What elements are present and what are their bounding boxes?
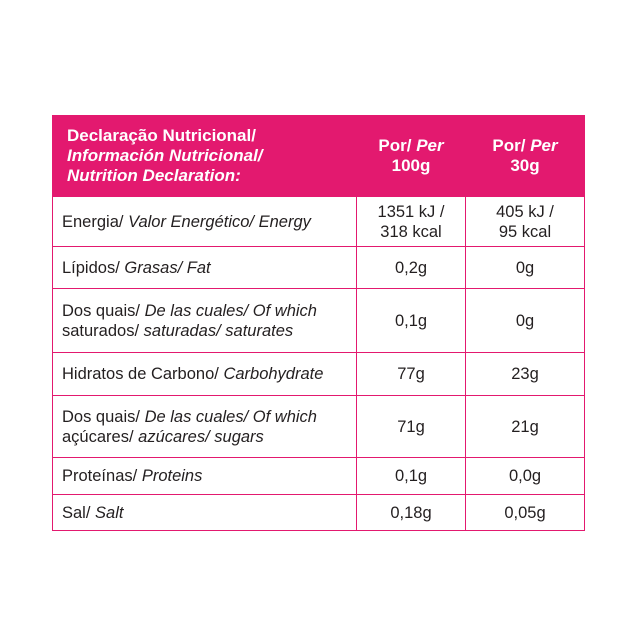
table-row-saturates: Dos quais/ De las cuales/ Of which satur… xyxy=(52,288,585,353)
row-label: Energia/ Valor Energético/ Energy xyxy=(52,196,357,247)
value-per-100g: 0,2g xyxy=(356,246,466,289)
title-en: Nutrition Declaration: xyxy=(67,166,241,185)
table-row-fat: Lípidos/ Grasas/ Fat 0,2g 0g xyxy=(52,246,585,289)
value-per-30g: 405 kJ /95 kcal xyxy=(465,196,585,247)
value-per-30g: 23g xyxy=(465,352,585,396)
value-per-30g: 0,05g xyxy=(465,494,585,531)
title-pt: Declaração Nutricional/ xyxy=(67,126,256,145)
column-header-30g: Por/ Per 30g xyxy=(465,115,585,197)
table-row-sugars: Dos quais/ De las cuales/ Of which açúca… xyxy=(52,395,585,458)
table-row-proteins: Proteínas/ Proteins 0,1g 0,0g xyxy=(52,457,585,495)
value-per-30g: 0,0g xyxy=(465,457,585,495)
column-header-100g: Por/ Per 100g xyxy=(356,115,466,197)
value-per-100g: 77g xyxy=(356,352,466,396)
row-label: Dos quais/ De las cuales/ Of which açúca… xyxy=(52,395,357,458)
value-per-30g: 21g xyxy=(465,395,585,458)
row-label: Hidratos de Carbono/ Carbohydrate xyxy=(52,352,357,396)
row-label: Sal/ Salt xyxy=(52,494,357,531)
table-row-energy: Energia/ Valor Energético/ Energy 1351 k… xyxy=(52,196,585,247)
row-label: Lípidos/ Grasas/ Fat xyxy=(52,246,357,289)
row-label: Dos quais/ De las cuales/ Of which satur… xyxy=(52,288,357,353)
value-per-100g: 0,1g xyxy=(356,457,466,495)
value-per-100g: 1351 kJ /318 kcal xyxy=(356,196,466,247)
value-per-100g: 0,18g xyxy=(356,494,466,531)
table-row-salt: Sal/ Salt 0,18g 0,05g xyxy=(52,494,585,531)
row-label: Proteínas/ Proteins xyxy=(52,457,357,495)
value-per-100g: 71g xyxy=(356,395,466,458)
nutrition-table: Declaração Nutricional/ Información Nutr… xyxy=(52,115,585,531)
value-per-30g: 0g xyxy=(465,288,585,353)
table-row-carbohydrate: Hidratos de Carbono/ Carbohydrate 77g 23… xyxy=(52,352,585,396)
value-per-100g: 0,1g xyxy=(356,288,466,353)
title-es: Información Nutricional/ xyxy=(67,146,263,165)
table-header-row: Declaração Nutricional/ Información Nutr… xyxy=(52,115,585,197)
table-title: Declaração Nutricional/ Información Nutr… xyxy=(52,115,357,197)
value-per-30g: 0g xyxy=(465,246,585,289)
